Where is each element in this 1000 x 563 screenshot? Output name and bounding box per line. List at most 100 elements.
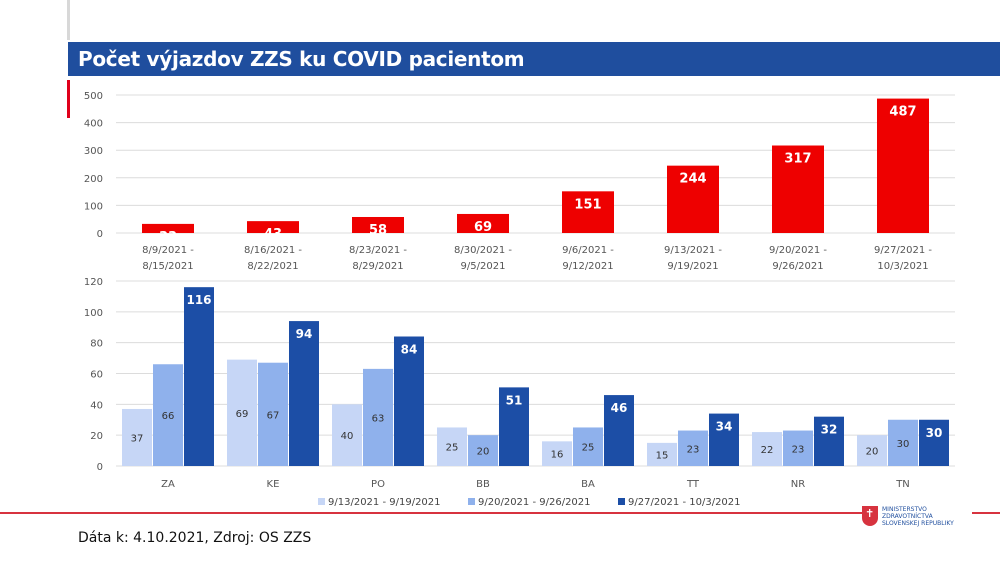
- data-source: Dáta k: 4.10.2021, Zdroj: OS ZZS: [78, 530, 312, 546]
- data-label: 23: [687, 444, 700, 455]
- x-tick-label: 8/23/2021 -: [349, 245, 407, 256]
- bar: [437, 427, 467, 466]
- bar: [647, 442, 677, 466]
- bar: [573, 427, 603, 466]
- bar: [247, 221, 299, 233]
- x-tick-label: 9/6/2021 -: [562, 245, 614, 256]
- x-tick-label: 8/29/2021: [352, 261, 403, 272]
- data-label: 51: [506, 393, 523, 407]
- data-label: 40: [341, 431, 354, 442]
- data-label: 84: [401, 343, 418, 357]
- legend-label: 9/27/2021 - 10/3/2021: [628, 497, 741, 508]
- x-tick-label: 8/30/2021 -: [454, 245, 512, 256]
- bar: [258, 362, 288, 466]
- y-tick-label: 500: [84, 91, 103, 102]
- bar: [142, 223, 194, 233]
- bar: [783, 430, 813, 466]
- decorative-line: [67, 0, 70, 40]
- bar: [814, 416, 844, 466]
- bar: [153, 364, 183, 466]
- data-label: 16: [551, 450, 564, 461]
- x-tick-label: 8/15/2021: [142, 261, 193, 272]
- x-tick-label: 8/16/2021 -: [244, 245, 302, 256]
- x-tick-label: 8/9/2021 -: [142, 245, 194, 256]
- y-tick-label: 300: [84, 146, 103, 157]
- bar: [604, 395, 634, 466]
- accent-mark: [67, 80, 70, 118]
- y-tick-label: 400: [84, 119, 103, 130]
- data-label: 58: [369, 223, 387, 238]
- x-tick-label: 10/3/2021: [877, 261, 928, 272]
- data-label: 67: [267, 410, 280, 421]
- x-tick-label: 8/22/2021: [247, 261, 298, 272]
- x-tick-label: 9/27/2021 -: [874, 245, 932, 256]
- legend-label: 9/20/2021 - 9/26/2021: [478, 497, 591, 508]
- data-label: 66: [162, 411, 175, 422]
- data-label: 25: [446, 443, 459, 454]
- data-label: 317: [784, 152, 811, 167]
- data-label: 94: [296, 327, 313, 341]
- data-label: 69: [474, 220, 492, 235]
- x-tick-label: 9/13/2021 -: [664, 245, 722, 256]
- data-label: 30: [926, 426, 943, 440]
- y-tick-label: 0: [97, 462, 103, 473]
- data-label: 487: [889, 105, 916, 120]
- data-label: 33: [159, 230, 177, 245]
- bar: [709, 413, 739, 466]
- bar: [468, 435, 498, 466]
- data-label: 116: [186, 293, 211, 307]
- bar: [499, 387, 529, 466]
- legend-swatch: [318, 498, 325, 505]
- data-label: 69: [236, 409, 249, 420]
- bar: [394, 336, 424, 466]
- x-tick-label: PO: [371, 479, 385, 490]
- legend-label: 9/13/2021 - 9/19/2021: [328, 497, 441, 508]
- y-tick-label: 200: [84, 174, 103, 185]
- data-label: 15: [656, 450, 669, 461]
- bar: [888, 419, 918, 466]
- y-tick-label: 80: [90, 339, 103, 350]
- x-tick-label: 9/26/2021: [772, 261, 823, 272]
- x-tick-label: TN: [895, 479, 910, 490]
- y-tick-label: 0: [97, 229, 103, 240]
- x-tick-label: BA: [581, 479, 595, 490]
- bar: [562, 191, 614, 233]
- bar: [457, 213, 509, 233]
- x-tick-label: NR: [791, 479, 805, 490]
- bar: [667, 165, 719, 233]
- bar: [542, 441, 572, 466]
- x-tick-label: 9/5/2021: [461, 261, 506, 272]
- legend-swatch: [618, 498, 625, 505]
- data-label: 244: [679, 172, 706, 187]
- y-tick-label: 100: [84, 201, 103, 212]
- bar: [678, 430, 708, 466]
- data-label: 34: [716, 420, 733, 434]
- page-title: Počet výjazdov ZZS ku COVID pacientom: [78, 47, 525, 71]
- x-tick-label: KE: [267, 479, 280, 490]
- bar: [289, 321, 319, 466]
- bar: [227, 359, 257, 466]
- data-label: 25: [582, 443, 595, 454]
- y-tick-label: 100: [84, 308, 103, 319]
- x-tick-label: ZA: [161, 479, 175, 490]
- data-label: 46: [611, 401, 628, 415]
- bar: [772, 145, 824, 233]
- x-tick-label: TT: [686, 479, 700, 490]
- bar: [752, 432, 782, 466]
- data-label: 151: [574, 197, 601, 212]
- data-label: 32: [821, 423, 838, 437]
- bar: [857, 435, 887, 466]
- bar: [877, 98, 929, 233]
- x-tick-label: BB: [476, 479, 490, 490]
- bar: [919, 419, 949, 466]
- data-label: 30: [897, 439, 910, 450]
- y-tick-label: 20: [90, 431, 103, 442]
- data-label: 43: [264, 227, 282, 242]
- coat-of-arms-icon: [862, 506, 878, 526]
- legend-swatch: [468, 498, 475, 505]
- bar: [332, 404, 362, 466]
- bar: [122, 408, 152, 466]
- x-tick-label: 9/12/2021: [562, 261, 613, 272]
